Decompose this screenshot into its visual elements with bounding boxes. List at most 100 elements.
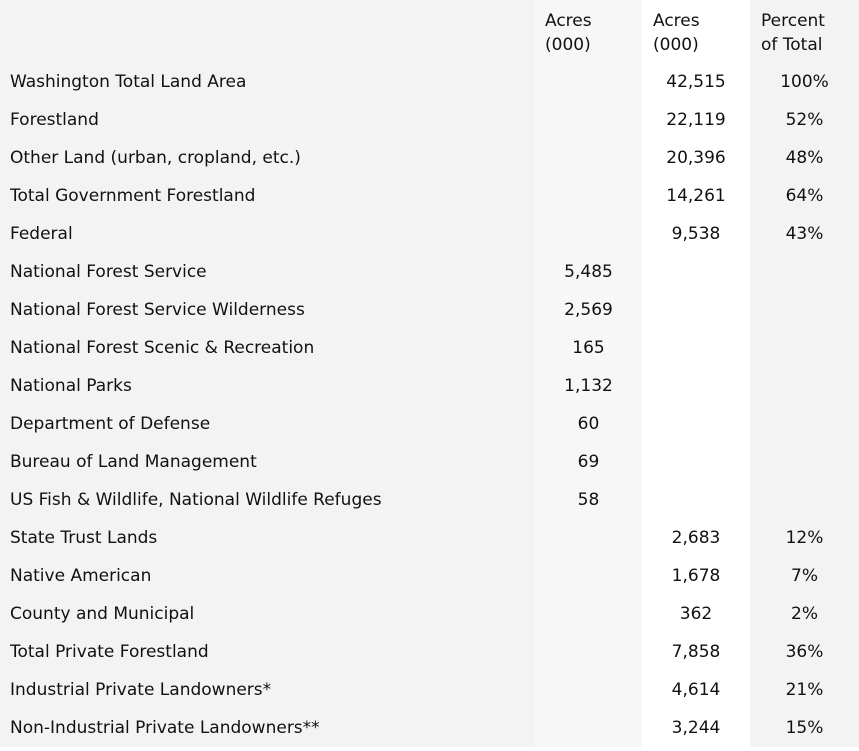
row-label: Other Land (urban, cropland, etc.) xyxy=(10,148,301,168)
header-acres-sub-line2: (000) xyxy=(545,35,591,55)
row-label: National Parks xyxy=(10,376,132,396)
percent-column-band xyxy=(750,0,859,747)
percent-cell xyxy=(750,443,859,481)
acres-total-cell: 14,261 xyxy=(666,186,726,206)
row-label: State Trust Lands xyxy=(10,528,158,548)
table-row: Total Government Forestland 14,261 64% xyxy=(0,177,859,215)
acres-total-cell: 1,678 xyxy=(671,566,721,586)
row-label: Forestland xyxy=(10,110,99,130)
percent-cell: 100% xyxy=(780,72,829,92)
acres-sub-cell: 69 xyxy=(577,452,600,472)
acres-sub-cell xyxy=(535,709,642,747)
acres-total-cell: 7,858 xyxy=(671,642,721,662)
acres-total-cell xyxy=(642,329,750,367)
table-row: Native American 1,678 7% xyxy=(0,557,859,595)
acres-total-cell: 22,119 xyxy=(666,110,726,130)
header-acres-total-line2: (000) xyxy=(653,35,699,55)
row-label: National Forest Service Wilderness xyxy=(10,300,305,320)
table-row: Federal 9,538 43% xyxy=(0,215,859,253)
acres-sub-cell xyxy=(535,633,642,671)
percent-cell xyxy=(750,329,859,367)
percent-cell: 52% xyxy=(785,110,824,130)
row-label: Native American xyxy=(10,566,152,586)
acres-sub-cell xyxy=(535,519,642,557)
percent-cell: 21% xyxy=(785,680,824,700)
row-label: Total Government Forestland xyxy=(10,186,256,206)
acres-sub-cell: 58 xyxy=(577,490,600,510)
acres-sub-cell xyxy=(535,101,642,139)
acres-sub-cell xyxy=(535,63,642,101)
percent-cell xyxy=(750,253,859,291)
percent-cell: 48% xyxy=(785,148,824,168)
table-row: County and Municipal 362 2% xyxy=(0,595,859,633)
percent-cell xyxy=(750,481,859,519)
table-row: Non-Industrial Private Landowners** 3,244… xyxy=(0,709,859,747)
table-row: National Forest Service Wilderness 2,569 xyxy=(0,291,859,329)
acres-sub-cell: 1,132 xyxy=(564,376,613,396)
row-label: County and Municipal xyxy=(10,604,195,624)
percent-cell: 36% xyxy=(785,642,824,662)
percent-cell: 12% xyxy=(785,528,824,548)
table-row: Industrial Private Landowners* 4,614 21% xyxy=(0,671,859,709)
row-label: Industrial Private Landowners* xyxy=(10,680,272,700)
header-percent: Percent of Total xyxy=(761,9,825,57)
acres-total-cell: 362 xyxy=(679,604,713,624)
header-acres-total: Acres (000) xyxy=(653,9,700,57)
row-label: National Forest Service xyxy=(10,262,207,282)
acres-total-cell: 3,244 xyxy=(671,718,721,738)
acres-sub-cell xyxy=(535,139,642,177)
percent-cell: 43% xyxy=(785,224,824,244)
acres-total-cell xyxy=(642,253,750,291)
table-row: National Forest Service 5,485 xyxy=(0,253,859,291)
acres-total-column-band xyxy=(642,0,750,747)
percent-cell xyxy=(750,367,859,405)
acres-total-cell: 2,683 xyxy=(671,528,721,548)
table-row: Forestland 22,119 52% xyxy=(0,101,859,139)
acres-total-cell: 20,396 xyxy=(666,148,726,168)
table-row: Department of Defense 60 xyxy=(0,405,859,443)
percent-cell: 2% xyxy=(791,604,818,624)
acres-total-cell: 42,515 xyxy=(666,72,726,92)
acres-sub-cell xyxy=(535,671,642,709)
row-label: Federal xyxy=(10,224,73,244)
acres-sub-cell: 165 xyxy=(572,338,605,358)
acres-sub-cell xyxy=(535,595,642,633)
table-row: National Forest Scenic & Recreation 165 xyxy=(0,329,859,367)
header-percent-line2: of Total xyxy=(761,35,823,55)
acres-sub-cell: 5,485 xyxy=(564,262,613,282)
acres-total-cell: 9,538 xyxy=(671,224,721,244)
acres-total-cell xyxy=(642,291,750,329)
row-label: Department of Defense xyxy=(10,414,211,434)
table-row: State Trust Lands 2,683 12% xyxy=(0,519,859,557)
percent-cell: 7% xyxy=(791,566,818,586)
row-label: US Fish & Wildlife, National Wildlife Re… xyxy=(10,490,382,510)
acres-sub-cell: 2,569 xyxy=(564,300,613,320)
percent-cell: 15% xyxy=(785,718,824,738)
acres-total-cell xyxy=(642,481,750,519)
row-label: Non-Industrial Private Landowners** xyxy=(10,718,320,738)
label-column-band xyxy=(0,0,535,747)
acres-sub-cell xyxy=(535,215,642,253)
header-percent-line1: Percent xyxy=(761,11,825,31)
acres-total-cell xyxy=(642,443,750,481)
row-label: Total Private Forestland xyxy=(10,642,209,662)
row-label: National Forest Scenic & Recreation xyxy=(10,338,315,358)
table-row: Washington Total Land Area 42,515 100% xyxy=(0,63,859,101)
row-label: Washington Total Land Area xyxy=(10,72,247,92)
header-acres-sub: Acres (000) xyxy=(545,9,592,57)
table-row: Bureau of Land Management 69 xyxy=(0,443,859,481)
acres-total-cell: 4,614 xyxy=(671,680,721,700)
table-row: Other Land (urban, cropland, etc.) 20,396… xyxy=(0,139,859,177)
acres-sub-cell: 60 xyxy=(577,414,600,434)
row-label: Bureau of Land Management xyxy=(10,452,257,472)
table-row: Total Private Forestland 7,858 36% xyxy=(0,633,859,671)
header-acres-sub-line1: Acres xyxy=(545,11,592,31)
percent-cell xyxy=(750,291,859,329)
percent-cell: 64% xyxy=(785,186,824,206)
acres-sub-column-band xyxy=(535,0,642,747)
acres-total-cell xyxy=(642,405,750,443)
table-row: National Parks 1,132 xyxy=(0,367,859,405)
acres-total-cell xyxy=(642,367,750,405)
table-body: Washington Total Land Area 42,515 100% Fore… xyxy=(0,63,859,747)
